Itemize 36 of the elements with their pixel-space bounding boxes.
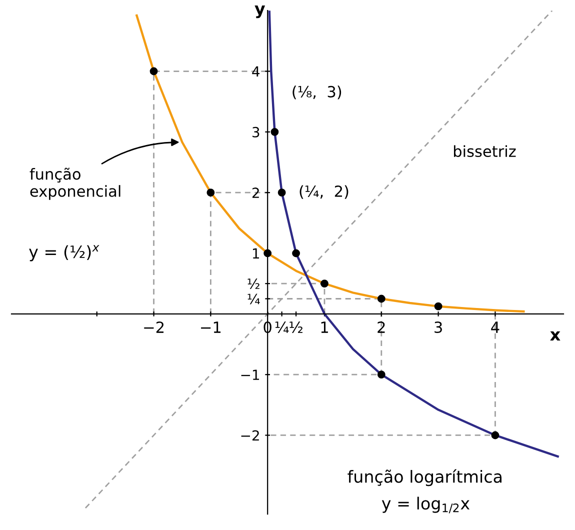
x-tick-label: −2 — [144, 321, 164, 333]
point — [377, 370, 386, 379]
y-tick-label: −1 — [241, 370, 260, 380]
y-tick-label: ¼ — [248, 294, 260, 304]
point — [206, 188, 215, 197]
y-tick-label: ½ — [248, 278, 260, 290]
annotation: função exponencial — [30, 168, 120, 200]
point — [320, 280, 328, 288]
x-tick-label: 4 — [491, 322, 500, 333]
x-tick-label: ½ — [290, 321, 302, 334]
y-axis-title: y — [254, 5, 266, 18]
annotation: y = log$_{1/2}$x — [382, 496, 470, 514]
point — [278, 188, 286, 197]
y-tick-label: 2 — [252, 188, 259, 198]
y-tick-label: 4 — [252, 66, 260, 77]
annotation: (⅛, 3) — [292, 86, 342, 100]
point — [491, 431, 500, 440]
x-axis-title: x — [550, 331, 560, 340]
y-tick-label: 3 — [252, 126, 260, 138]
x-tick-label: 3 — [434, 321, 442, 334]
point — [264, 249, 272, 258]
x-tick-label: −1 — [201, 322, 221, 333]
x-tick-label: ¼ — [275, 321, 289, 334]
annotation: (¼, 2) — [300, 185, 348, 199]
point — [292, 249, 300, 258]
y-tick-label: 1 — [252, 248, 260, 259]
point — [377, 294, 386, 303]
y-tick-label: −2 — [241, 430, 259, 441]
annotation: função logarítmica — [348, 469, 502, 486]
x-tick-label: 1 — [321, 322, 328, 333]
x-tick-label: 2 — [378, 321, 385, 333]
point — [270, 128, 279, 136]
annotation: y = (½)$^{x}$ — [29, 245, 100, 262]
annotation: bissetriz — [454, 145, 516, 158]
point — [150, 67, 158, 76]
point — [434, 302, 442, 310]
